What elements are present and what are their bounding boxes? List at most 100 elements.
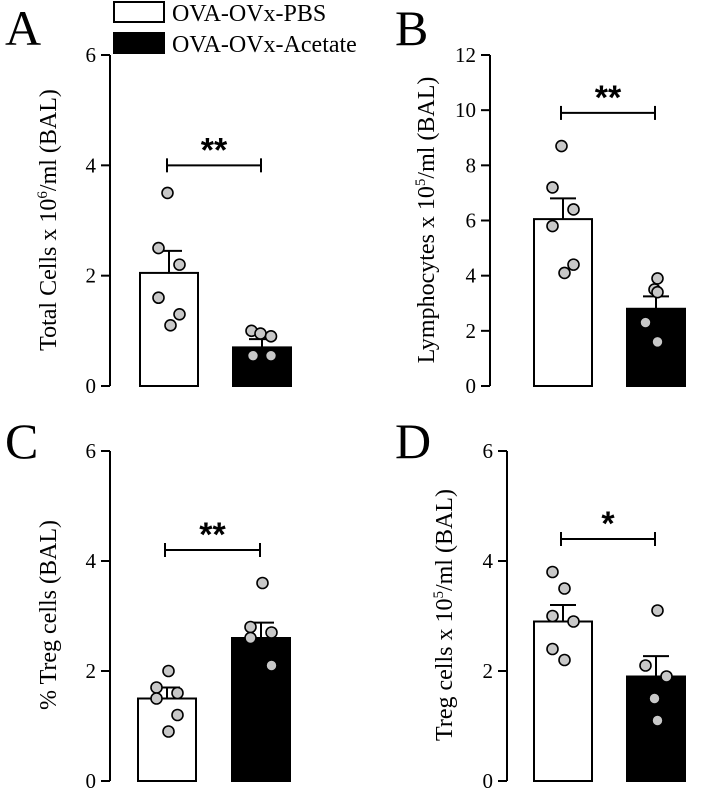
bar-a-acetate <box>232 346 292 387</box>
data-point-d <box>567 615 580 628</box>
y-tick-label-c: 6 <box>86 439 97 463</box>
y-tick-label-b: 0 <box>466 374 477 398</box>
data-point-c <box>256 576 269 590</box>
y-tick-label-d: 6 <box>483 439 494 463</box>
data-point-a <box>161 186 174 200</box>
data-point-d <box>651 604 664 617</box>
y-tick-label-b: 2 <box>466 319 477 343</box>
legend-label-acetate: OVA-OVx-Acetate <box>172 32 357 58</box>
data-point-b <box>567 258 580 271</box>
y-tick-label-b: 8 <box>466 153 477 177</box>
panel-b: B Lymphocytes x 105/ml (BAL) 0 2 4 6 8 10 12 ** <box>395 0 686 398</box>
data-point-d <box>639 659 652 672</box>
bar-c-acetate <box>231 637 291 782</box>
y-tick-label-d: 4 <box>483 549 494 573</box>
plot-area-b: 0 2 4 6 8 10 12 ** <box>455 43 686 398</box>
data-point-b <box>651 285 664 299</box>
data-point-d <box>660 670 673 683</box>
data-point-a <box>246 349 260 362</box>
y-tick-label-d: 2 <box>483 659 494 683</box>
data-point-a <box>264 330 278 343</box>
y-axis-label-main-c: % Treg cells (BAL) <box>36 520 62 710</box>
y-axis-label-main-a: Total Cells x 10 <box>36 199 62 351</box>
data-point-c <box>171 708 184 722</box>
data-point-b <box>567 203 580 216</box>
panel-d: D Treg cells x 105/ml (BAL) 0 2 4 6 * <box>395 413 686 793</box>
y-tick-label-d: 0 <box>483 769 494 793</box>
significance-label-a: ** <box>201 131 228 169</box>
data-point-c <box>244 631 257 645</box>
panel-letter-d: D <box>395 413 431 469</box>
data-point-a <box>254 327 267 340</box>
y-axis-label-a: Total Cells x 106/ml (BAL) <box>35 89 62 351</box>
y-axis-label-c: % Treg cells (BAL) <box>36 520 62 710</box>
data-point-c <box>150 681 163 694</box>
data-point-b <box>639 316 652 329</box>
significance-label-c: ** <box>199 516 226 554</box>
data-point-d <box>651 714 664 727</box>
y-axis-label-d: Treg cells x 105/ml (BAL) <box>431 489 458 741</box>
data-point-b <box>558 266 571 280</box>
bar-b-pbs <box>533 218 593 387</box>
y-axis-label-sup-b: 5 <box>413 179 429 187</box>
data-point-c <box>162 664 175 678</box>
data-point-b <box>546 219 559 233</box>
y-tick-label-b: 10 <box>455 98 476 122</box>
y-axis-label-sup-d: 5 <box>431 591 447 599</box>
y-tick-label-c: 4 <box>86 549 97 573</box>
y-axis-label-end-d: /ml (BAL) <box>432 489 458 591</box>
data-point-a <box>173 307 186 321</box>
data-point-c <box>265 659 278 672</box>
data-point-d <box>558 582 571 595</box>
data-point-c <box>265 626 278 639</box>
data-point-c <box>162 725 175 738</box>
data-point-a <box>173 258 186 271</box>
data-point-d <box>558 653 571 667</box>
data-point-d <box>648 692 661 705</box>
legend-swatch-pbs <box>113 1 165 23</box>
y-axis-label-end-a: /ml (BAL) <box>36 89 62 191</box>
plot-area-a: 0 2 4 6 ** <box>86 43 292 398</box>
y-tick-label-c: 0 <box>86 769 97 793</box>
data-point-d <box>546 609 559 623</box>
data-point-b <box>555 139 568 153</box>
y-tick-label-c: 2 <box>86 659 97 683</box>
y-tick-label-a: 4 <box>86 153 97 177</box>
data-point-a <box>264 349 278 362</box>
y-axis-label-main-d: Treg cells x 10 <box>432 599 458 741</box>
panel-c: C % Treg cells (BAL) 0 2 4 6 ** <box>5 413 291 793</box>
y-tick-label-b: 4 <box>466 264 477 288</box>
data-point-c <box>244 620 257 634</box>
data-point-a <box>152 291 165 305</box>
bar-c-pbs <box>137 697 197 782</box>
data-point-d <box>546 642 559 656</box>
legend: OVA-OVx-PBS OVA-OVx-Acetate <box>113 1 357 58</box>
data-point-a <box>152 241 165 255</box>
y-tick-label-b: 12 <box>455 43 476 67</box>
data-point-d <box>546 565 559 579</box>
y-axis-label-b: Lymphocytes x 105/ml (BAL) <box>413 77 440 364</box>
data-point-b <box>651 272 664 285</box>
legend-swatch-acetate <box>113 32 165 54</box>
plot-area-d: 0 2 4 6 * <box>483 439 686 793</box>
y-tick-label-a: 2 <box>86 264 97 288</box>
bar-d-acetate <box>626 675 686 782</box>
significance-label-b: ** <box>595 79 622 117</box>
data-point-c <box>171 686 184 700</box>
plot-area-c: 0 2 4 6 ** <box>86 439 291 793</box>
panel-letter-b: B <box>395 0 428 56</box>
data-point-c <box>150 692 163 705</box>
legend-label-pbs: OVA-OVx-PBS <box>172 1 326 27</box>
data-point-b <box>651 335 664 349</box>
panel-letter-c: C <box>5 413 38 469</box>
y-axis-label-sup-a: 6 <box>35 191 51 199</box>
data-point-b <box>546 181 559 194</box>
y-tick-label-a: 6 <box>86 43 97 67</box>
y-tick-label-a: 0 <box>86 374 97 398</box>
significance-label-d: * <box>601 505 615 543</box>
data-point-a <box>164 319 177 332</box>
bar-d-pbs <box>533 620 593 782</box>
y-axis-label-main-b: Lymphocytes x 10 <box>414 186 440 363</box>
